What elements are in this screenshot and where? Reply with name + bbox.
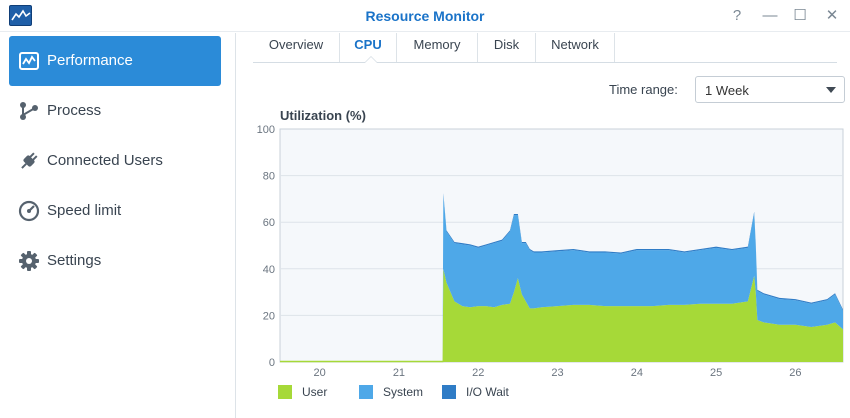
minimize-button[interactable]: — [762, 7, 778, 24]
time-range-value: 1 Week [705, 83, 749, 98]
window-title: Resource Monitor [365, 8, 485, 24]
x-tick-label: 24 [631, 367, 643, 379]
time-range-label: Time range: [609, 82, 678, 97]
tab-disk[interactable]: Disk [478, 33, 536, 62]
process-icon [18, 100, 40, 122]
sidebar-item-label: Performance [47, 52, 133, 69]
sidebar: Performance Process Conne [0, 33, 236, 418]
chevron-down-icon [826, 87, 836, 93]
plug-icon [18, 150, 40, 172]
legend-swatch-system [359, 385, 373, 399]
x-tick-label: 26 [789, 367, 801, 379]
y-tick-label: 60 [263, 217, 275, 229]
area-user [280, 268, 843, 362]
x-tick-label: 23 [551, 367, 563, 379]
close-button[interactable]: ✕ [825, 7, 839, 24]
legend-swatch-user [278, 385, 292, 399]
speedometer-icon [18, 200, 40, 222]
gear-icon [18, 250, 40, 272]
sidebar-item-label: Process [47, 102, 102, 119]
legend-swatch-io-wait [442, 385, 456, 399]
x-tick-label: 20 [314, 367, 326, 379]
legend-label-io-wait: I/O Wait [466, 385, 509, 399]
sidebar-item-label: Speed limit [47, 202, 122, 219]
sidebar-item-connected-users[interactable]: Connected Users [9, 136, 221, 186]
tab-bar: Overview CPU Memory Disk Network [253, 33, 837, 63]
x-tick-label: 21 [393, 367, 405, 379]
title-bar: Resource Monitor ? — ☐ ✕ [0, 0, 850, 32]
y-tick-label: 80 [263, 171, 275, 183]
x-tick-label: 25 [710, 367, 722, 379]
performance-icon [18, 50, 40, 72]
tab-overview[interactable]: Overview [253, 33, 340, 62]
legend-label-system: System [383, 385, 424, 399]
chart-title: Utilization (%) [280, 108, 366, 123]
sidebar-item-label: Settings [47, 252, 102, 269]
x-tick-label: 22 [472, 367, 484, 379]
resource-monitor-app-icon [9, 5, 32, 26]
sidebar-item-process[interactable]: Process [9, 86, 221, 136]
sidebar-item-speed-limit[interactable]: Speed limit [9, 186, 221, 236]
maximize-button[interactable]: ☐ [793, 7, 807, 24]
sidebar-item-label: Connected Users [47, 152, 163, 169]
sidebar-item-performance[interactable]: Performance [9, 36, 221, 86]
active-tab-pointer [364, 56, 378, 63]
tab-cpu[interactable]: CPU [340, 33, 397, 62]
y-tick-label: 0 [269, 357, 275, 369]
tab-memory[interactable]: Memory [397, 33, 478, 62]
cpu-utilization-chart: 0 20 40 60 80 100 20 21 22 23 24 25 26 [257, 124, 844, 379]
y-tick-label: 100 [257, 124, 275, 136]
help-button[interactable]: ? [732, 7, 742, 24]
y-tick-label: 40 [263, 264, 275, 276]
tab-network[interactable]: Network [536, 33, 615, 62]
time-range-select[interactable]: 1 Week [695, 76, 845, 103]
sidebar-item-settings[interactable]: Settings [9, 236, 221, 286]
legend-label-user: User [302, 385, 328, 399]
y-tick-label: 20 [263, 310, 275, 322]
area-system [280, 194, 843, 362]
